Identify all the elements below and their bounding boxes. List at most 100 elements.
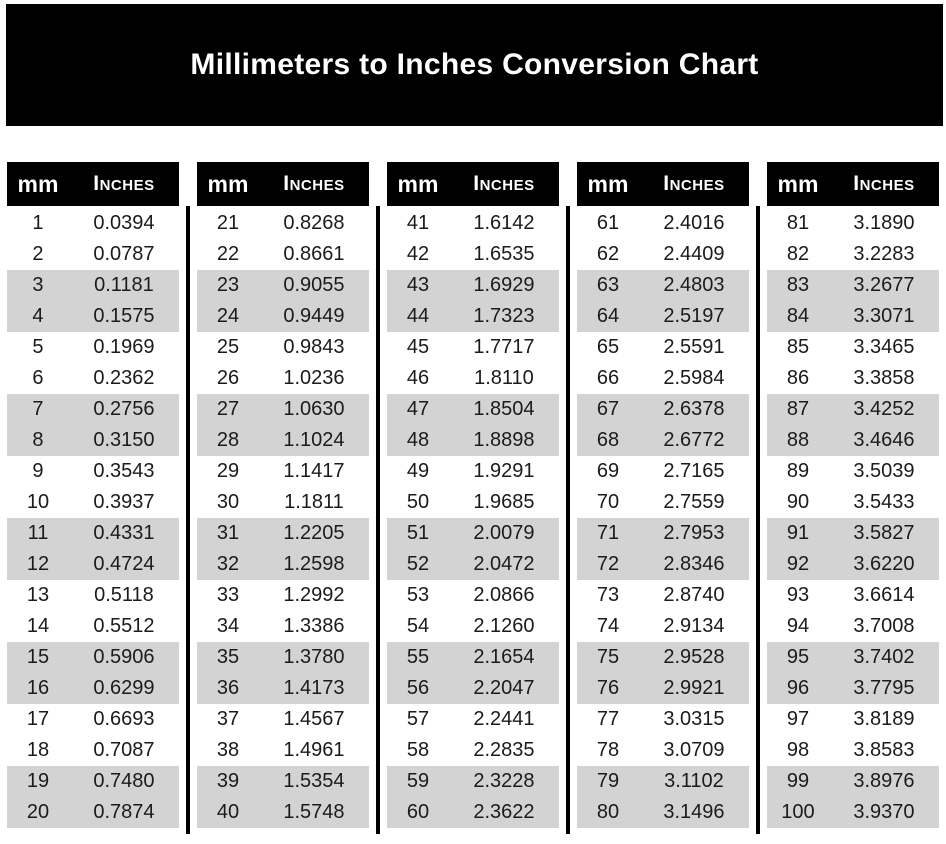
mm-value: 51 <box>406 522 430 544</box>
inches-value: 1.4173 <box>283 677 345 699</box>
table-row: 95 3.7402 <box>767 642 939 673</box>
mm-value: 28 <box>216 429 240 451</box>
mm-value: 100 <box>781 801 815 823</box>
inches-value: 2.2441 <box>473 708 535 730</box>
page-title: Millimeters to Inches Conversion Chart <box>190 48 759 81</box>
mm-value: 96 <box>786 677 810 699</box>
inches-value: 3.9370 <box>853 801 915 823</box>
column-divider <box>186 206 190 834</box>
mm-value: 5 <box>32 336 44 358</box>
inches-value: 3.5039 <box>853 460 915 482</box>
mm-value: 52 <box>406 553 430 575</box>
conversion-table: mm Inches 1 0.0394 2 0.0787 3 0.1181 4 0.1575 5 0.1… <box>7 162 939 834</box>
mm-value: 67 <box>596 398 620 420</box>
inches-value: 0.7087 <box>93 739 155 761</box>
table-row: 3 0.1181 <box>7 270 179 301</box>
inches-value: 1.0236 <box>283 367 345 389</box>
inches-value: 0.9843 <box>283 336 345 358</box>
table-row: 26 1.0236 <box>197 363 369 394</box>
mm-value: 59 <box>406 770 430 792</box>
table-row: 27 1.0630 <box>197 394 369 425</box>
inches-value: 0.5512 <box>93 615 155 637</box>
table-row: 85 3.3465 <box>767 332 939 363</box>
inches-value: 1.4567 <box>283 708 345 730</box>
inches-value: 2.6378 <box>663 398 725 420</box>
table-block-header: mm Inches <box>7 162 179 206</box>
table-row: 83 3.2677 <box>767 270 939 301</box>
table-row: 39 1.5354 <box>197 766 369 797</box>
table-row: 13 0.5118 <box>7 580 179 611</box>
inches-value: 2.1654 <box>473 646 535 668</box>
inches-value: 3.6220 <box>853 553 915 575</box>
inches-value: 1.6142 <box>473 212 535 234</box>
mm-value: 62 <box>596 243 620 265</box>
mm-value: 9 <box>32 460 44 482</box>
mm-value: 64 <box>596 305 620 327</box>
table-row: 86 3.3858 <box>767 363 939 394</box>
inches-value: 2.1260 <box>473 615 535 637</box>
mm-value: 29 <box>216 460 240 482</box>
table-block-header: mm Inches <box>577 162 749 206</box>
inches-value: 1.2205 <box>283 522 345 544</box>
table-row: 89 3.5039 <box>767 456 939 487</box>
table-row: 84 3.3071 <box>767 301 939 332</box>
inches-value: 0.1575 <box>93 305 155 327</box>
table-row: 35 1.3780 <box>197 642 369 673</box>
inches-value: 0.5118 <box>94 584 154 606</box>
title-banner: Millimeters to Inches Conversion Chart <box>6 4 943 126</box>
mm-value: 22 <box>216 243 240 265</box>
inches-value: 2.5197 <box>663 305 725 327</box>
inches-value: 2.5591 <box>663 336 725 358</box>
table-row: 79 3.1102 <box>577 766 749 797</box>
mm-value: 35 <box>216 646 240 668</box>
table-block-rows: 61 2.4016 62 2.4409 63 2.4803 64 2.5197 65 2.5591… <box>577 208 749 828</box>
table-row: 90 3.5433 <box>767 487 939 518</box>
inches-value: 1.2598 <box>283 553 345 575</box>
inches-value: 3.1890 <box>853 212 915 234</box>
mm-value: 45 <box>406 336 430 358</box>
table-row: 17 0.6693 <box>7 704 179 735</box>
inches-value: 2.0866 <box>473 584 535 606</box>
mm-value: 8 <box>32 429 44 451</box>
mm-value: 91 <box>786 522 810 544</box>
mm-value: 65 <box>596 336 620 358</box>
inches-value: 2.9134 <box>663 615 725 637</box>
inches-value: 3.4252 <box>853 398 915 420</box>
column-header-mm: mm <box>587 170 629 197</box>
table-row: 49 1.9291 <box>387 456 559 487</box>
table-row: 43 1.6929 <box>387 270 559 301</box>
table-row: 76 2.9921 <box>577 673 749 704</box>
table-row: 68 2.6772 <box>577 425 749 456</box>
mm-value: 20 <box>26 801 50 823</box>
inches-value: 2.8740 <box>663 584 725 606</box>
table-row: 50 1.9685 <box>387 487 559 518</box>
mm-value: 10 <box>26 491 50 513</box>
mm-value: 83 <box>786 274 810 296</box>
mm-value: 24 <box>216 305 240 327</box>
mm-value: 18 <box>26 739 50 761</box>
inches-value: 3.7795 <box>853 677 915 699</box>
column-header-inches: Inches <box>283 172 345 195</box>
table-row: 75 2.9528 <box>577 642 749 673</box>
mm-value: 98 <box>786 739 810 761</box>
table-block-3: mm Inches 41 1.6142 42 1.6535 43 1.6929 44 1.7323… <box>387 162 559 834</box>
mm-value: 92 <box>786 553 810 575</box>
mm-value: 75 <box>596 646 620 668</box>
table-row: 65 2.5591 <box>577 332 749 363</box>
inches-value: 2.4409 <box>663 243 725 265</box>
inches-value: 3.1102 <box>664 770 724 792</box>
mm-value: 6 <box>32 367 44 389</box>
table-row: 97 3.8189 <box>767 704 939 735</box>
mm-value: 76 <box>596 677 620 699</box>
inches-value: 1.6535 <box>473 243 535 265</box>
mm-value: 12 <box>26 553 50 575</box>
inches-value: 0.9055 <box>283 274 345 296</box>
inches-value: 3.5827 <box>853 522 915 544</box>
table-block-5: mm Inches 81 3.1890 82 3.2283 83 3.2677 84 3.3071… <box>767 162 939 834</box>
table-row: 4 0.1575 <box>7 301 179 332</box>
table-block-header: mm Inches <box>387 162 559 206</box>
table-row: 94 3.7008 <box>767 611 939 642</box>
inches-value: 0.7874 <box>93 801 155 823</box>
mm-value: 21 <box>216 212 240 234</box>
table-row: 44 1.7323 <box>387 301 559 332</box>
